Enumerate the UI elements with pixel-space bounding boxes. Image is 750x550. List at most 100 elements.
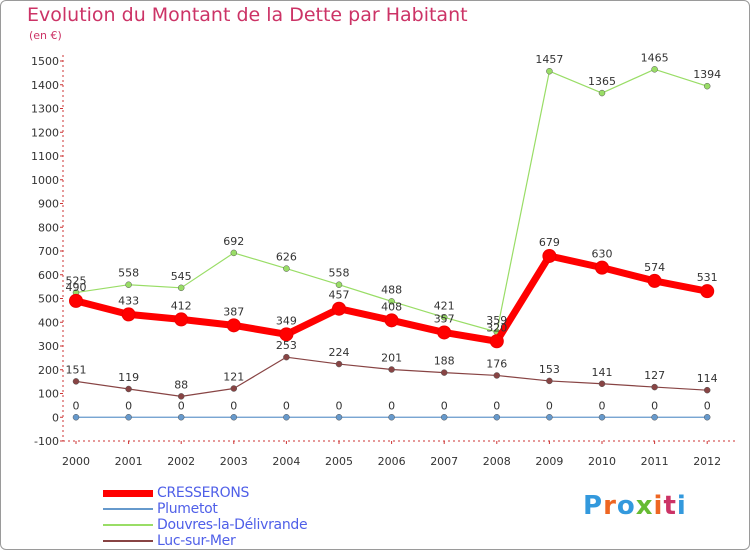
x-tick-label: 2003 <box>220 455 248 468</box>
data-point <box>440 314 448 321</box>
data-label: 224 <box>329 346 350 359</box>
data-label: 545 <box>171 270 192 283</box>
data-point <box>335 281 343 288</box>
data-point <box>489 334 504 349</box>
data-label: 349 <box>276 314 297 327</box>
data-point <box>283 414 290 421</box>
series-layer <box>69 66 715 421</box>
data-label: 88 <box>174 378 188 391</box>
y-tick-label: 300 <box>38 340 59 353</box>
data-point <box>384 313 399 328</box>
legend-swatch <box>103 540 153 542</box>
data-label: 176 <box>486 357 507 370</box>
data-label: 1457 <box>535 53 563 66</box>
chart-title: Evolution du Montant de la Dette par Hab… <box>27 4 468 26</box>
data-label: 0 <box>230 399 237 412</box>
y-tick-label: 0 <box>52 411 59 424</box>
y-tick-label: 1300 <box>31 103 59 116</box>
x-tick-label: 2008 <box>483 455 511 468</box>
data-point <box>125 385 132 393</box>
data-label: 387 <box>223 305 244 318</box>
x-tick-label: 2000 <box>62 455 90 468</box>
data-point <box>546 67 553 75</box>
data-point <box>598 414 606 421</box>
data-point <box>546 414 553 421</box>
data-point <box>598 380 606 388</box>
data-point <box>493 372 501 379</box>
data-point <box>493 414 501 421</box>
y-tick-label: 400 <box>38 316 59 329</box>
y-tick-label: 1400 <box>31 79 59 92</box>
data-label: 320 <box>486 321 507 334</box>
data-label: 1465 <box>641 51 669 64</box>
logo-letter: x <box>635 491 654 521</box>
x-tick-label: 2011 <box>641 455 669 468</box>
x-tick-label: 2001 <box>115 455 143 468</box>
data-label: 488 <box>381 283 402 296</box>
data-label: 558 <box>329 267 350 280</box>
x-tick-label: 2005 <box>325 455 353 468</box>
y-tick-label: 200 <box>38 364 59 377</box>
x-tick-label: 2009 <box>535 455 563 468</box>
y-tick-label: 500 <box>38 293 59 306</box>
proxiti-logo: Proxiti <box>583 491 687 521</box>
y-tick-label: 100 <box>38 388 59 401</box>
data-label: 0 <box>704 399 711 412</box>
data-point <box>598 89 606 97</box>
data-label: 0 <box>651 399 658 412</box>
data-label: 253 <box>276 339 297 352</box>
data-label: 525 <box>66 275 87 288</box>
data-point <box>335 414 343 421</box>
data-label: 679 <box>539 236 560 249</box>
data-label: 531 <box>697 271 718 284</box>
data-label: 0 <box>493 399 500 412</box>
legend-label: Luc-sur-Mer <box>157 533 236 549</box>
data-label: 121 <box>223 371 244 384</box>
data-point <box>651 66 658 73</box>
y-tick-label: 1100 <box>31 150 59 163</box>
legend-swatch <box>103 508 153 510</box>
data-label: 153 <box>539 363 560 376</box>
data-label: 151 <box>66 363 87 376</box>
data-point <box>177 414 185 421</box>
logo-letter: i <box>653 491 664 521</box>
data-point <box>230 249 238 257</box>
y-tick-label: 1500 <box>31 55 59 68</box>
y-tick-label: -100 <box>34 435 59 448</box>
data-point <box>542 248 557 263</box>
data-point <box>651 383 658 391</box>
data-label: 692 <box>223 235 244 248</box>
data-point <box>703 386 711 394</box>
data-label: 558 <box>118 267 139 280</box>
data-label: 0 <box>178 399 185 412</box>
data-label: 630 <box>592 248 613 261</box>
data-label: 0 <box>283 399 290 412</box>
data-labels-layer: 490 433 412 387 349 457 408 357 320 679 630 574 531 0… <box>66 51 722 412</box>
data-label: 201 <box>381 352 402 365</box>
logo-letter: o <box>616 491 636 521</box>
data-point <box>437 325 452 340</box>
data-point <box>279 327 294 342</box>
chart-unit-label: (en €) <box>29 29 62 42</box>
legend-label: Douvres-la-Délivrande <box>157 517 308 533</box>
data-point <box>72 378 80 385</box>
data-point <box>700 284 715 299</box>
data-point <box>72 414 80 421</box>
data-label: 0 <box>73 399 80 412</box>
axes-layer: -100010020030040050060070080090010001100… <box>31 55 736 468</box>
data-point <box>69 293 83 308</box>
data-label: 421 <box>434 299 455 312</box>
data-label: 0 <box>336 399 343 412</box>
x-tick-label: 2007 <box>430 455 458 468</box>
data-point <box>440 369 448 376</box>
data-point <box>440 414 448 421</box>
x-tick-label: 2002 <box>167 455 195 468</box>
data-point <box>125 281 132 288</box>
y-tick-label: 600 <box>38 269 59 282</box>
data-point <box>230 385 238 392</box>
logo-letter: P <box>583 491 604 521</box>
y-tick-label: 900 <box>38 198 59 211</box>
legend-label: Plumetot <box>157 501 218 517</box>
